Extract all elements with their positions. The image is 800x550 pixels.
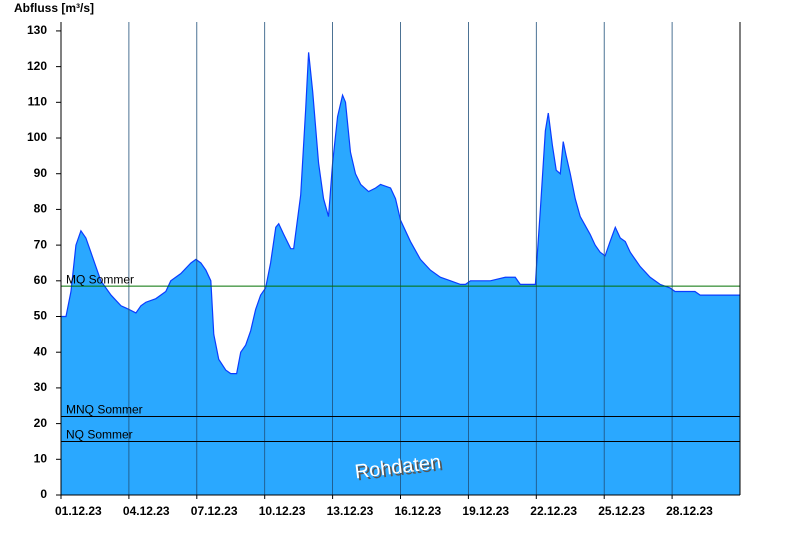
x-tick-label: 25.12.23 [598,504,645,518]
x-tick-label: 10.12.23 [259,504,306,518]
y-tick-label: 120 [27,59,47,73]
x-tick-label: 22.12.23 [530,504,577,518]
x-tick-label: 13.12.23 [327,504,374,518]
x-tick-label: 07.12.23 [191,504,238,518]
y-tick-label: 10 [34,451,48,465]
y-tick-label: 130 [27,23,47,37]
chart-title: Abfluss [m³/s] [14,1,94,15]
reference-label: NQ Sommer [66,428,133,442]
y-tick-label: 70 [34,237,48,251]
x-tick-label: 28.12.23 [666,504,713,518]
x-tick-label: 01.12.23 [55,504,102,518]
y-tick-label: 20 [34,416,48,430]
y-tick-label: 90 [34,166,48,180]
y-tick-label: 40 [34,344,48,358]
x-tick-label: 19.12.23 [462,504,509,518]
x-tick-label: 16.12.23 [395,504,442,518]
y-tick-label: 60 [34,273,48,287]
area-line [61,52,740,375]
y-tick-label: 100 [27,130,47,144]
y-tick-label: 50 [34,309,48,323]
y-tick-label: 80 [34,202,48,216]
reference-label: MNQ Sommer [66,403,143,417]
y-tick-label: 0 [40,487,47,501]
y-tick-label: 110 [28,94,48,108]
reference-label: MQ Sommer [66,272,134,286]
x-tick-label: 04.12.23 [123,504,170,518]
y-tick-label: 30 [34,380,48,394]
